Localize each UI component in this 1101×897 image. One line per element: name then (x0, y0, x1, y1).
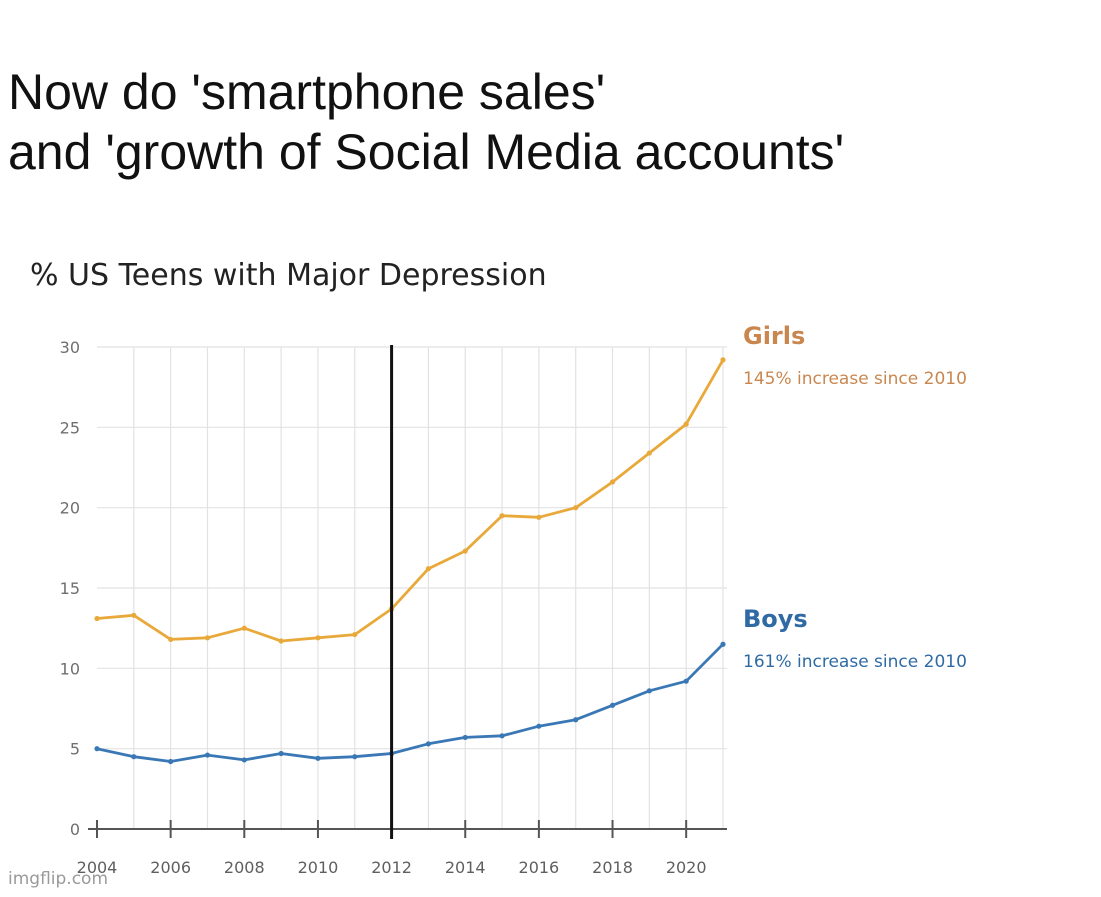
data-point-boys (204, 752, 211, 758)
data-point-boys (278, 750, 284, 757)
data-point-boys (609, 702, 616, 708)
y-tick-label: 15 (60, 579, 80, 598)
y-tick-label: 25 (60, 418, 80, 437)
meme-caption-line-1: Now do 'smartphone sales' (8, 64, 606, 120)
watermark: imgflip.com (8, 869, 109, 889)
data-point-boys (536, 723, 542, 729)
series-annotation-girls: 145% increase since 2010 (743, 369, 967, 389)
y-tick-label: 20 (60, 499, 80, 518)
data-point-boys (462, 734, 468, 741)
data-point-girls (720, 357, 726, 363)
data-point-boys (94, 746, 100, 752)
data-point-girls (315, 635, 321, 641)
data-point-girls (94, 615, 100, 622)
x-tick-label: 2014 (445, 858, 486, 877)
data-point-boys (573, 717, 579, 723)
data-point-girls (425, 566, 432, 572)
data-point-girls (536, 514, 542, 520)
data-point-girls (278, 638, 284, 644)
x-tick-label: 2016 (519, 858, 560, 877)
data-point-boys (352, 754, 358, 760)
data-point-boys (168, 758, 174, 765)
data-point-girls (352, 631, 358, 638)
x-tick-label: 2008 (224, 858, 265, 877)
data-point-girls (241, 625, 247, 631)
data-point-girls (683, 421, 689, 427)
series-label-boys: Boys (743, 605, 808, 633)
data-point-girls (131, 612, 137, 618)
y-tick-label: 30 (60, 338, 80, 357)
data-point-boys (241, 757, 247, 763)
series-label-girls: Girls (743, 322, 805, 350)
data-point-girls (573, 505, 579, 511)
meme-caption-line-2: and 'growth of Social Media accounts' (8, 124, 845, 180)
data-point-girls (499, 513, 505, 519)
series-annotation-boys: 161% increase since 2010 (743, 652, 967, 672)
y-tick-label: 0 (70, 820, 80, 839)
y-tick-label: 5 (70, 740, 80, 759)
x-tick-label: 2004 (77, 858, 118, 877)
x-tick-label: 2006 (150, 858, 191, 877)
data-point-boys (425, 741, 432, 747)
data-point-girls (204, 635, 211, 641)
data-point-boys (683, 678, 689, 684)
data-point-boys (720, 641, 726, 647)
series-line-girls (95, 358, 725, 643)
data-point-girls (609, 479, 616, 485)
x-tick-label: 2018 (592, 858, 633, 877)
meme-caption: Now do 'smartphone sales' and 'growth of… (8, 62, 1098, 182)
data-point-boys (646, 688, 652, 694)
data-point-girls (168, 636, 174, 643)
chart-title: % US Teens with Major Depression (30, 258, 547, 293)
data-point-boys (499, 733, 505, 739)
data-point-girls (462, 548, 468, 554)
data-point-boys (315, 755, 321, 761)
data-point-girls (646, 450, 652, 456)
series-line-boys (95, 642, 725, 763)
x-tick-label: 2010 (298, 858, 339, 877)
x-tick-label: 2012 (371, 858, 412, 877)
data-point-boys (131, 754, 137, 760)
y-tick-label: 10 (60, 659, 80, 678)
x-tick-label: 2020 (666, 858, 707, 877)
